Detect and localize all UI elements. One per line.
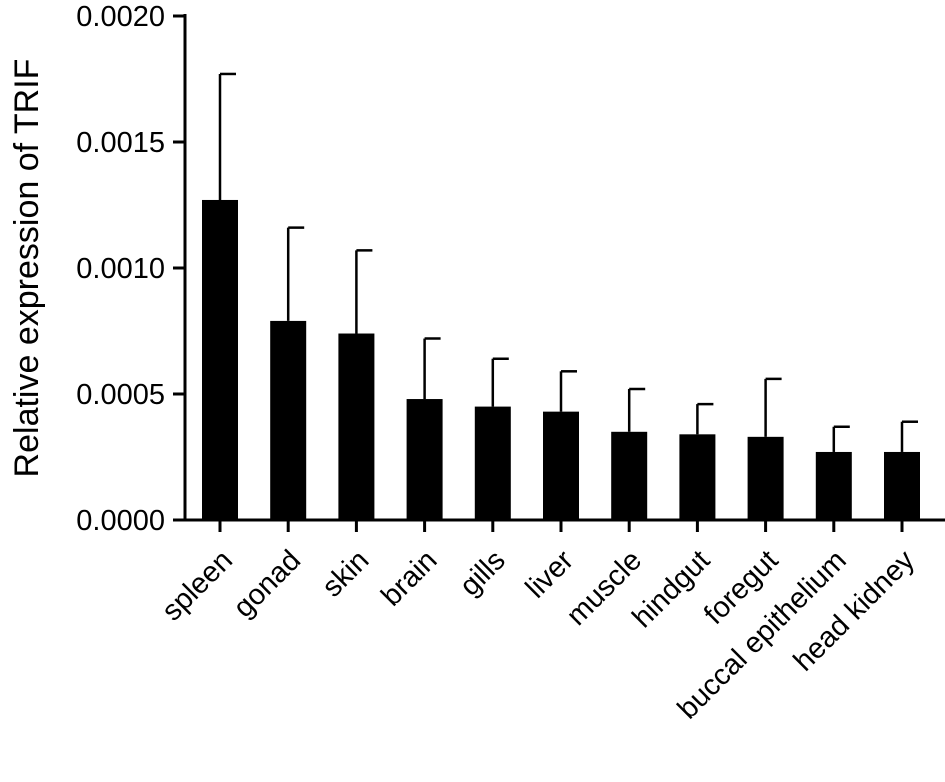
x-tick-label: hindgut xyxy=(626,544,716,634)
bar-foregut xyxy=(747,436,784,520)
bar-skin xyxy=(338,333,375,520)
bar-brain xyxy=(406,399,443,520)
y-axis-label: Relative expression of TRIF xyxy=(8,59,46,478)
bar-buccal-epithelium xyxy=(815,451,852,520)
bar-spleen xyxy=(202,199,238,520)
x-tick-label: skin xyxy=(316,544,375,603)
bar-hindgut xyxy=(679,434,716,520)
bars-group xyxy=(202,199,920,520)
bar-gonad xyxy=(270,320,307,520)
x-tick-label: liver xyxy=(520,544,580,604)
y-axis: 0.0000 0.0005 0.0010 0.0015 0.0020 xyxy=(76,1,187,537)
y-tick-label: 0.0015 xyxy=(76,127,165,159)
x-tick-label: spleen xyxy=(156,544,239,627)
y-tick-label: 0.0005 xyxy=(76,379,165,411)
bar-head-kidney xyxy=(884,451,920,520)
bar-liver xyxy=(543,411,579,520)
error-bars-group xyxy=(218,72,918,452)
x-tick-label: brain xyxy=(375,544,443,612)
x-tick-label: gonad xyxy=(227,544,307,624)
y-tick-label: 0.0010 xyxy=(76,253,165,285)
bar-gills xyxy=(474,406,511,520)
bar-muscle xyxy=(611,431,648,520)
y-tick-label: 0.0020 xyxy=(76,1,165,33)
y-tick-label: 0.0000 xyxy=(76,505,165,537)
x-axis xyxy=(185,518,945,532)
x-tick-label: gills xyxy=(454,544,512,602)
